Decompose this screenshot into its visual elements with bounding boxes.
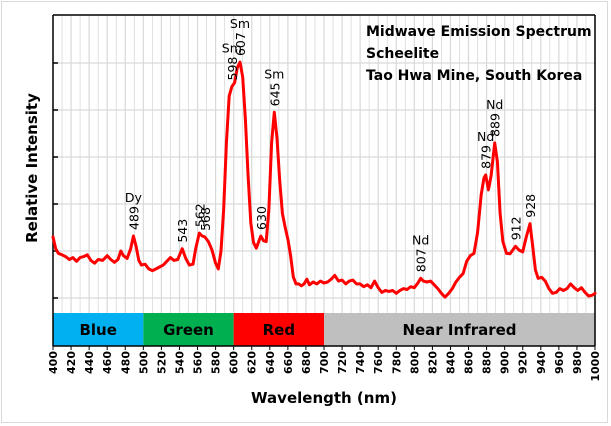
x-tick-label: 580 <box>210 351 223 374</box>
peak-element-879: Nd <box>477 129 494 144</box>
band-label: Red <box>263 321 295 339</box>
grid <box>52 15 596 313</box>
x-tick-label: 640 <box>264 351 277 374</box>
x-tick-label: 760 <box>372 351 385 374</box>
title-line-1: Midwave Emission Spectrum <box>366 24 592 40</box>
peak-label-879: 879 <box>479 145 494 169</box>
peak-element-645: Sm <box>264 66 284 81</box>
x-tick-label: 900 <box>499 351 512 374</box>
x-tick-label: 460 <box>101 351 114 374</box>
band-blue <box>53 313 144 346</box>
x-tick-label: 940 <box>535 351 548 374</box>
x-tick-label: 500 <box>137 351 150 374</box>
title-line-2: Scheelite <box>366 46 439 62</box>
band-label: Green <box>163 321 214 339</box>
x-tick-label: 880 <box>481 351 494 374</box>
x-tick-label: 560 <box>192 351 205 374</box>
peak-label-645: 645 <box>267 82 282 106</box>
x-tick-label: 400 <box>47 351 60 374</box>
x-tick-label: 600 <box>228 351 241 374</box>
peak-label-598: 598 <box>225 57 240 81</box>
x-tick-label: 860 <box>463 351 476 374</box>
x-tick-label: 440 <box>83 351 96 374</box>
x-tick-label: 960 <box>553 351 566 374</box>
x-tick-label: 700 <box>318 351 331 374</box>
x-tick-label: 780 <box>390 351 403 374</box>
peak-label-928: 928 <box>523 194 538 218</box>
peak-label-543: 543 <box>175 219 190 243</box>
band-near-infrared <box>324 313 595 346</box>
x-tick-label: 840 <box>444 351 457 374</box>
band-red <box>233 313 324 346</box>
peak-label-562: 562 <box>192 203 207 227</box>
peak-label-912: 912 <box>509 216 524 240</box>
peak-element-598: Sm <box>222 41 242 56</box>
x-tick-label: 620 <box>246 351 259 374</box>
x-tick-labels: 400 420 440 460 480 500 520 540 560 580 600 620 640 6… <box>47 346 602 382</box>
peak-label-630: 630 <box>254 206 269 230</box>
x-tick-label: 420 <box>65 351 78 374</box>
x-axis-label: Wavelength (nm) <box>251 389 397 407</box>
x-tick-label: 1000 <box>589 351 602 382</box>
peak-label-807: 807 <box>414 248 429 272</box>
x-tick-label: 980 <box>571 351 584 374</box>
peak-labels: 489Dy543562568598Sm607Sm630645Sm807Nd879… <box>125 16 538 272</box>
peak-element-489: Dy <box>125 190 143 205</box>
x-tick-label: 680 <box>300 351 313 374</box>
y-axis-label: Relative Intensity <box>23 93 41 243</box>
peak-label-568: 568 <box>198 207 213 231</box>
band-label: Near Infrared <box>402 321 516 339</box>
x-tick-label: 520 <box>155 351 168 374</box>
x-tick-label: 920 <box>517 351 530 374</box>
chart-title: Midwave Emission Spectrum Scheelite Tao … <box>366 24 592 84</box>
x-tick-label: 720 <box>336 351 349 374</box>
x-tick-label: 820 <box>426 351 439 374</box>
peak-label-607: 607 <box>233 32 248 56</box>
title-line-3: Tao Hwa Mine, South Korea <box>366 68 582 84</box>
band-label: Blue <box>79 321 116 339</box>
x-tick-label: 740 <box>354 351 367 374</box>
peak-element-607: Sm <box>230 16 250 31</box>
band-green <box>143 313 234 346</box>
peak-label-889: 889 <box>488 113 503 137</box>
x-tick-label: 660 <box>282 351 295 374</box>
peak-label-489: 489 <box>126 206 141 230</box>
x-tick-label: 480 <box>119 351 132 374</box>
peak-element-807: Nd <box>412 232 429 247</box>
x-tick-label: 540 <box>173 351 186 374</box>
peak-element-889: Nd <box>486 97 503 112</box>
x-tick-label: 800 <box>408 351 421 374</box>
color-bands: Blue Green Red Near Infrared <box>53 313 595 346</box>
series-emission-line <box>51 60 597 299</box>
